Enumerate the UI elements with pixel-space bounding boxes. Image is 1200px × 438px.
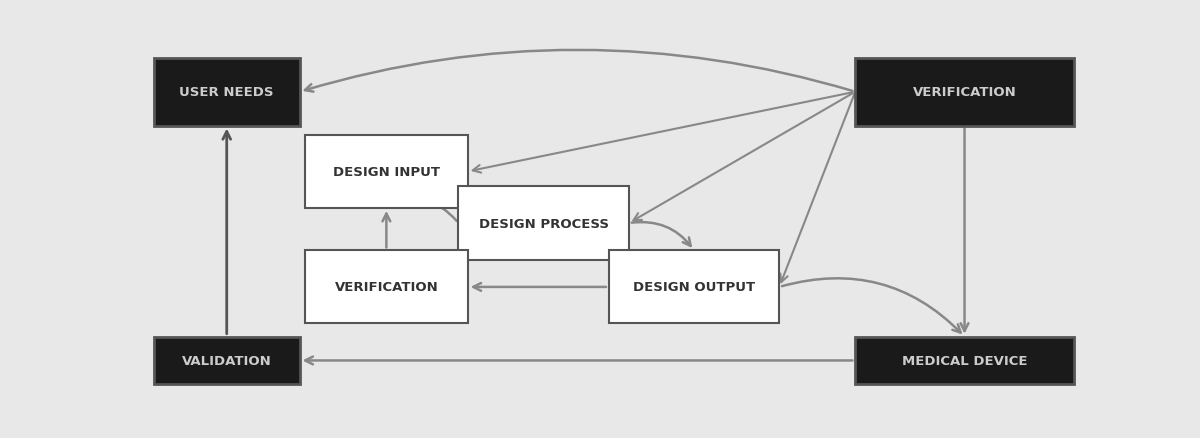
Text: VALIDATION: VALIDATION [182,354,271,367]
Bar [154,59,300,126]
Text: VERIFICATION: VERIFICATION [913,86,1016,99]
Bar [154,337,300,385]
Text: DESIGN PROCESS: DESIGN PROCESS [479,217,608,230]
Bar [305,251,468,324]
Bar [856,337,1074,385]
Bar [458,187,629,260]
Text: DESIGN INPUT: DESIGN INPUT [332,166,440,179]
Text: DESIGN OUTPUT: DESIGN OUTPUT [632,281,755,294]
Bar [305,135,468,208]
Text: USER NEEDS: USER NEEDS [180,86,274,99]
Text: MEDICAL DEVICE: MEDICAL DEVICE [901,354,1027,367]
Bar [608,251,779,324]
Text: VERIFICATION: VERIFICATION [335,281,438,294]
Bar [856,59,1074,126]
